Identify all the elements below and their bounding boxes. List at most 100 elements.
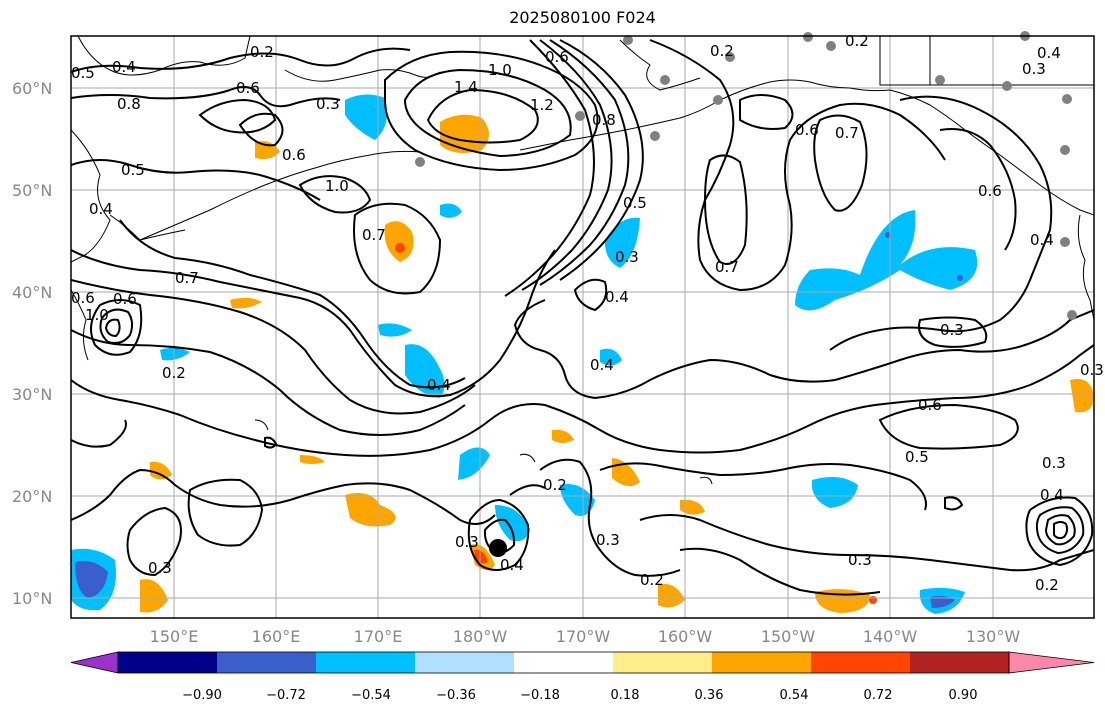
orange-patch: [440, 114, 489, 154]
station-dot: [713, 95, 723, 105]
contour-label: 0.5: [623, 194, 647, 212]
blue-patch: [405, 344, 445, 398]
colorbar-swatch: [514, 652, 613, 673]
contour-label: 0.3: [1022, 60, 1046, 78]
colorbar-swatch: [316, 652, 415, 673]
colorbar-swatch: [910, 652, 1009, 673]
lon-label: 160°W: [658, 627, 713, 646]
orange-patch: [680, 499, 705, 515]
contour-label: 1.0: [325, 177, 349, 195]
contour-label: 0.2: [710, 42, 734, 60]
contour-label: 0.5: [905, 448, 929, 466]
contour-label: 0.6: [545, 48, 569, 66]
contour-label-group: 0.2 0.4 0.5 0.6 0.8 0.3 0.6 1.4 1.0 0.6 …: [71, 32, 1104, 594]
contour-label: 1.0: [85, 306, 109, 324]
colorbar-tick-label: 0.36: [695, 688, 724, 703]
orange-patch: [300, 455, 325, 464]
contour-label: 0.6: [978, 182, 1002, 200]
contour-label: 0.8: [117, 95, 141, 113]
lon-label: 170°W: [556, 627, 611, 646]
coastlines: [71, 36, 1094, 485]
lat-label: 20°N: [12, 487, 52, 506]
contour-label: 0.6: [918, 396, 942, 414]
colorbar-tick-label: −0.36: [436, 688, 476, 703]
station-dot: [826, 41, 836, 51]
red-spot: [869, 596, 877, 604]
orange-patch: [140, 579, 168, 613]
colorbar-tick-label: 0.18: [611, 688, 640, 703]
contour-label: 0.2: [250, 43, 274, 61]
colorbar-tick-label: −0.18: [520, 688, 560, 703]
blue-dot: [957, 275, 963, 281]
contour-label: 0.7: [175, 269, 199, 287]
contour-label: 0.7: [715, 258, 739, 276]
station-dot: [415, 157, 425, 167]
contour-label: 0.4: [112, 58, 136, 76]
station-dot: [1002, 81, 1012, 91]
longitude-labels: 150°E 160°E 170°E 180°W 170°W 160°W 150°…: [150, 627, 1021, 646]
contour-label: 0.4: [500, 556, 524, 574]
blue-patch: [811, 476, 858, 508]
colorbar-ticks: −0.90 −0.72 −0.54 −0.36 −0.18 0.18 0.36 …: [182, 688, 977, 703]
colorbar-swatch: [712, 652, 811, 673]
blue-patch: [458, 447, 490, 480]
colorbar-swatch: [217, 652, 316, 673]
blue-patch: [560, 484, 595, 516]
contour-label: 0.2: [162, 364, 186, 382]
station-dot: [1062, 94, 1072, 104]
contour-label: 0.3: [316, 95, 340, 113]
lat-label: 60°N: [12, 79, 52, 98]
contour-label: 0.3: [1080, 361, 1104, 379]
colorbar-tick-label: −0.72: [266, 688, 306, 703]
map-title: 2025080100 F024: [509, 8, 656, 27]
lat-label: 30°N: [12, 385, 52, 404]
contour-label: 0.2: [845, 32, 869, 50]
lon-label: 130°W: [966, 627, 1021, 646]
colorbar-extend-low: [70, 651, 119, 674]
blue-patch: [440, 203, 462, 218]
contour-label: 0.5: [71, 64, 95, 82]
contour-label: 0.3: [455, 533, 479, 551]
station-markers: [415, 31, 1077, 320]
contour-label: 0.2: [1035, 576, 1059, 594]
station-dot: [575, 111, 585, 121]
orange-patch: [552, 429, 574, 443]
station-dot: [660, 75, 670, 85]
contour-label: 0.3: [848, 551, 872, 569]
colorbar-swatch: [118, 652, 217, 673]
blue-patch: [345, 94, 388, 140]
colorbar-swatch: [811, 652, 910, 673]
map-frame: [70, 35, 1095, 619]
contour-label: 0.4: [605, 288, 629, 306]
latitude-labels: 60°N 50°N 40°N 30°N 20°N 10°N: [12, 79, 52, 608]
colorbar-outline: [117, 651, 1010, 674]
contour-label: 1.4: [454, 78, 478, 96]
blue-patch: [495, 505, 530, 542]
contour-label: 0.6: [71, 289, 95, 307]
lon-label: 170°E: [354, 627, 403, 646]
orange-patch: [345, 492, 396, 527]
contour-label: 0.6: [113, 290, 137, 308]
lon-label: 140°W: [863, 627, 918, 646]
colorbar-tick-label: −0.54: [351, 688, 391, 703]
lon-label: 150°E: [150, 627, 199, 646]
contour-label: 0.5: [121, 161, 145, 179]
red-patch: [474, 549, 488, 564]
station-dot: [650, 131, 660, 141]
blue-patch: [160, 347, 190, 361]
contour-label: 0.3: [615, 248, 639, 266]
contour-label: 0.2: [640, 571, 664, 589]
blue-patch: [378, 323, 412, 337]
station-dot: [623, 35, 633, 45]
orange-patch: [658, 584, 685, 608]
colorbar-tick-label: 0.54: [780, 688, 809, 703]
contour-label: 0.3: [1042, 454, 1066, 472]
contour-label: 0.8: [592, 111, 616, 129]
contour-label: 0.6: [282, 146, 306, 164]
contour-label: 0.4: [590, 356, 614, 374]
contour-label: 0.4: [1037, 44, 1061, 62]
orange-patch: [230, 297, 262, 309]
orange-patch: [384, 221, 414, 262]
contour-label: 0.7: [362, 226, 386, 244]
